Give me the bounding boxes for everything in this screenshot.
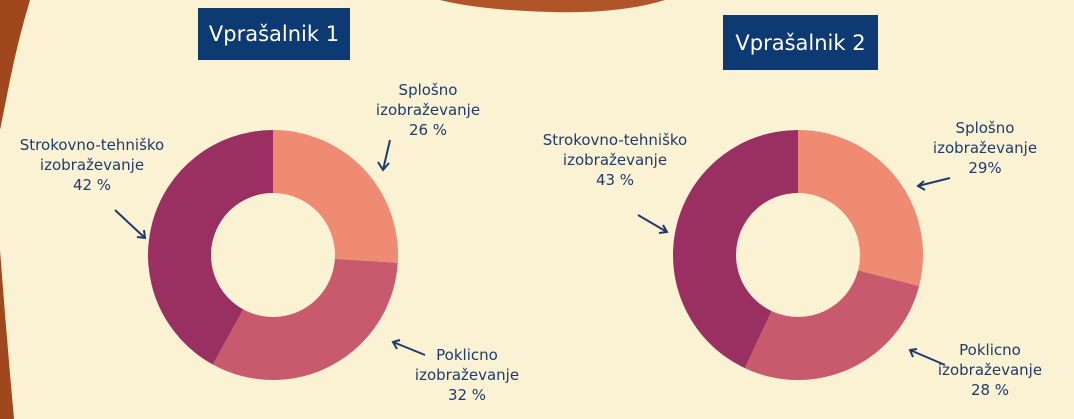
category-label: Poklicno izobraževanje bbox=[937, 341, 1043, 379]
value-label: 42 % bbox=[72, 176, 112, 194]
value-label: 43 % bbox=[595, 171, 635, 189]
slice bbox=[673, 130, 798, 369]
category-label: Splošno izobraževanje bbox=[932, 119, 1038, 157]
decoration bbox=[0, 0, 30, 130]
slice-label: Poklicno izobraževanje 28 % bbox=[925, 340, 1055, 400]
slice bbox=[744, 270, 920, 381]
slice-label: Strokovno-tehniško izobraževanje 42 % bbox=[7, 135, 177, 195]
slice bbox=[148, 130, 273, 365]
category-label: Poklicno izobraževanje bbox=[414, 346, 520, 384]
slice-label: Strokovno-tehniško izobraževanje 43 % bbox=[530, 130, 700, 190]
chart-title: Vprašalnik 2 bbox=[723, 15, 878, 70]
value-label: 26 % bbox=[408, 121, 448, 139]
decoration bbox=[440, 0, 665, 13]
category-label: Strokovno-tehniško izobraževanje bbox=[542, 131, 688, 169]
category-label: Splošno izobraževanje bbox=[375, 81, 481, 119]
slice-label: Splošno izobraževanje 26 % bbox=[363, 80, 493, 140]
slice bbox=[273, 130, 398, 263]
decoration bbox=[0, 250, 14, 419]
slice bbox=[212, 258, 398, 380]
value-label: 28 % bbox=[970, 381, 1010, 399]
slice-label: Splošno izobraževanje 29% bbox=[920, 118, 1050, 178]
arrows bbox=[114, 139, 951, 366]
category-label: Strokovno-tehniško izobraževanje bbox=[19, 136, 165, 174]
slice bbox=[798, 130, 923, 287]
value-label: 32 % bbox=[447, 386, 487, 404]
value-label: 29% bbox=[968, 159, 1002, 177]
chart-title: Vprašalnik 1 bbox=[198, 8, 350, 60]
slice-label: Poklicno izobraževanje 32 % bbox=[402, 345, 532, 405]
